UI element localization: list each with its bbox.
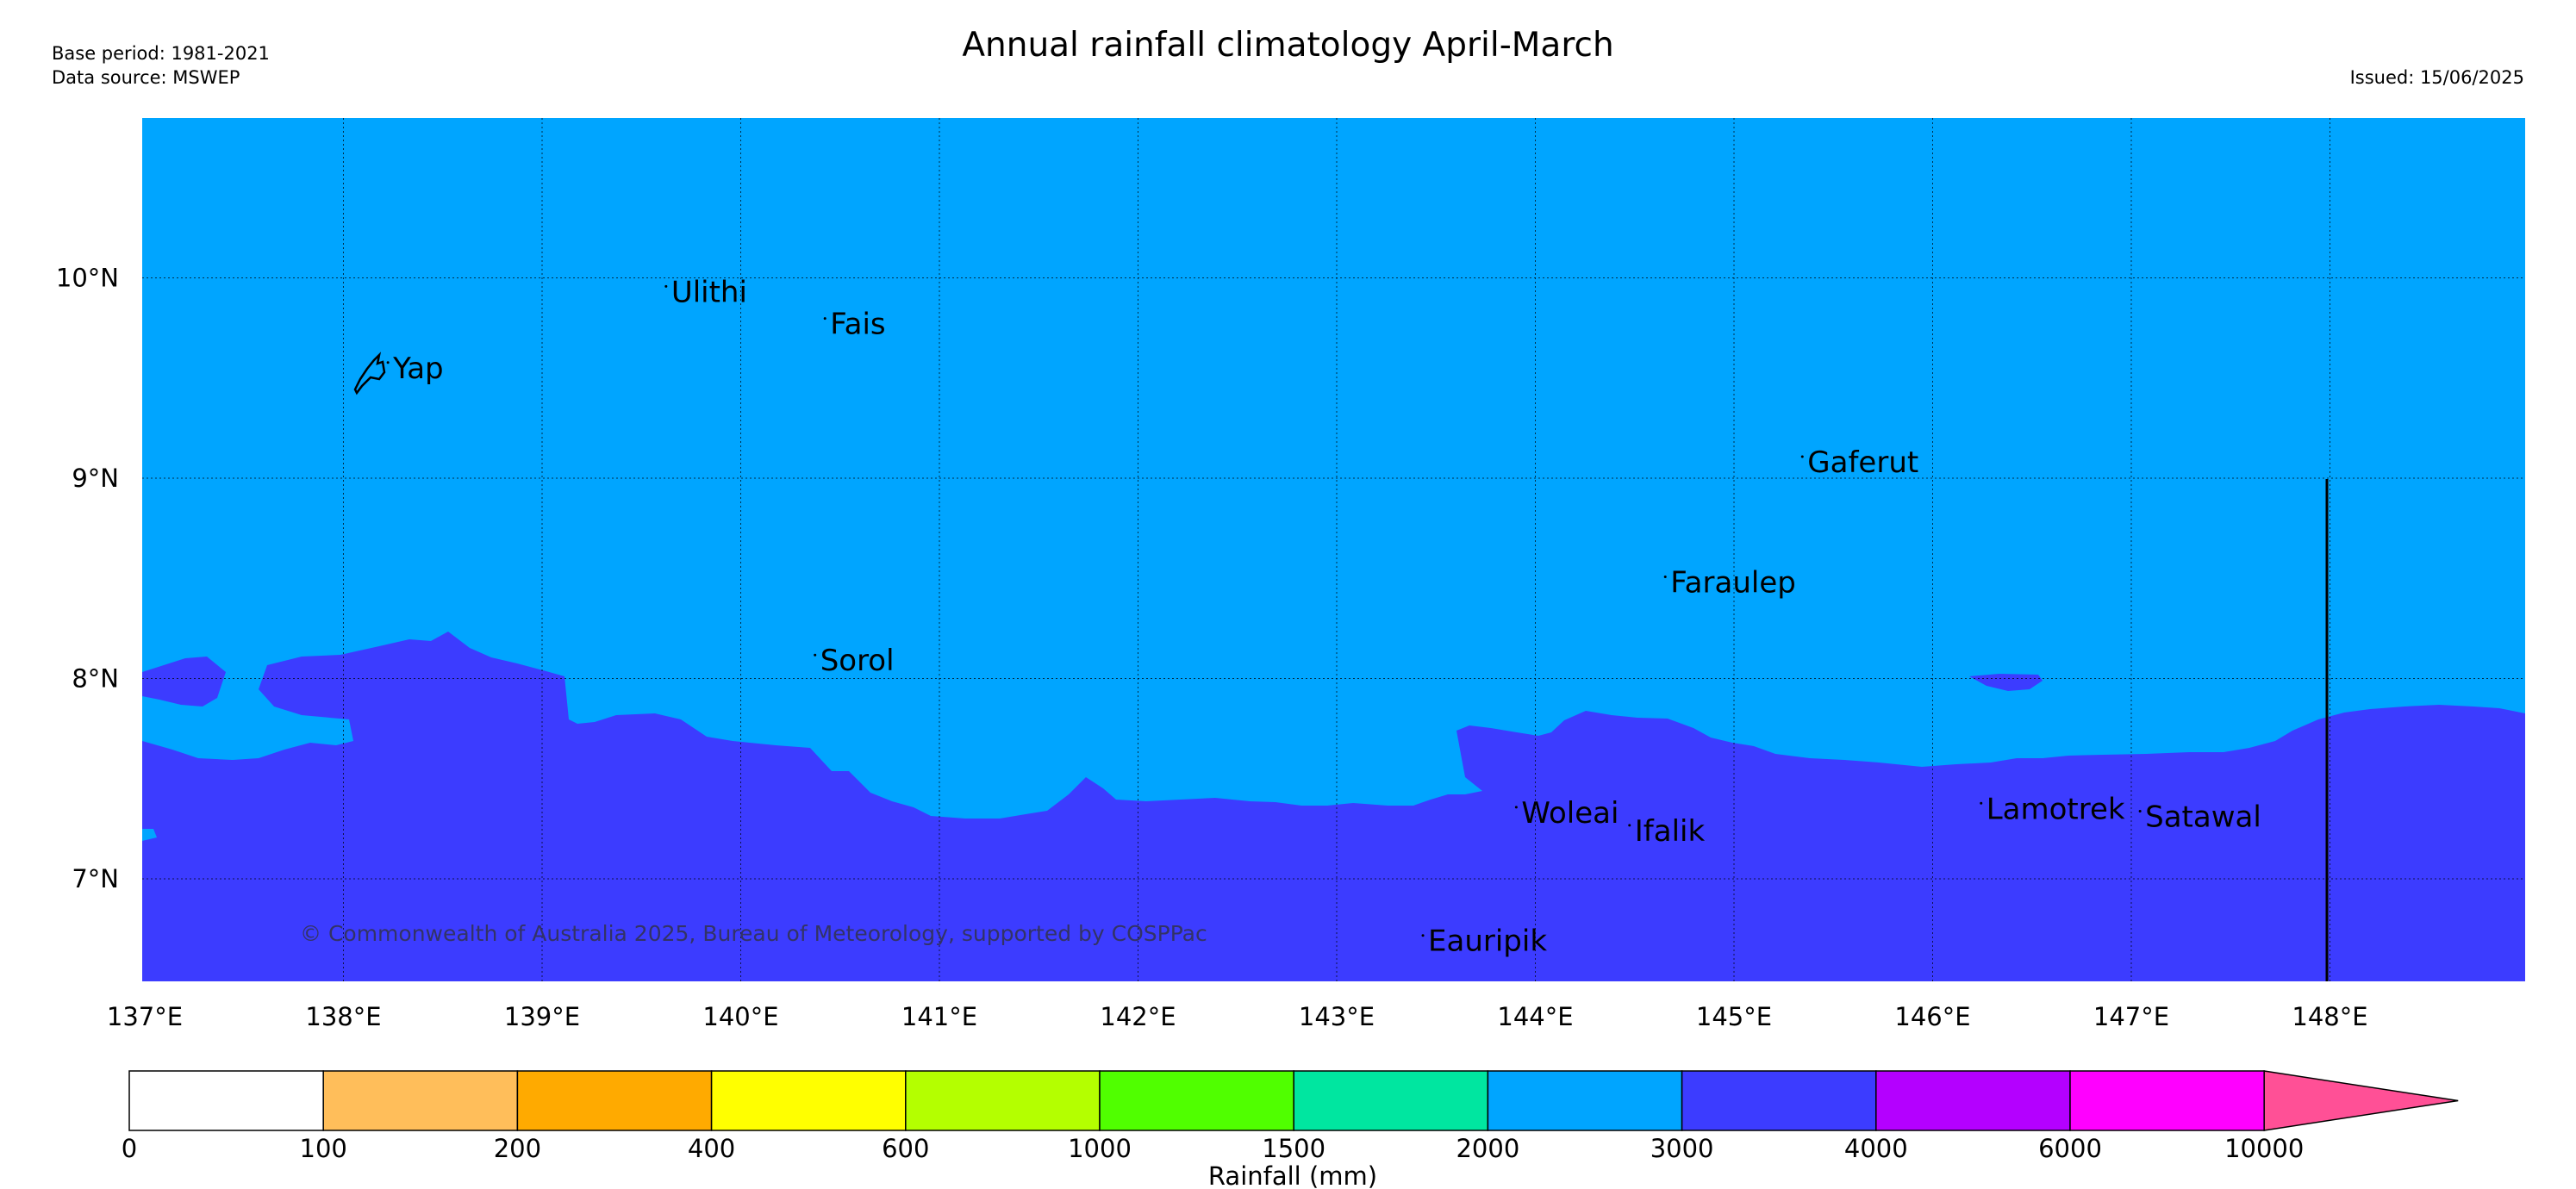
colorbar-tick-label: 6000: [2038, 1134, 2102, 1163]
yap-island-outline: [353, 352, 386, 395]
lon-tick-label: 144°E: [1497, 1002, 1573, 1031]
place-marker: [1800, 455, 1804, 458]
colorbar-tick-label: 1000: [1068, 1134, 1132, 1163]
place-marker: [1421, 934, 1425, 937]
colorbar-tick-label: 2000: [1456, 1134, 1519, 1163]
place-label: Eauripik: [1428, 924, 1547, 959]
colorbar-label: Rainfall (mm): [1208, 1161, 1377, 1189]
lon-tick-label: 146°E: [1894, 1002, 1970, 1031]
colorbar-segment: [322, 1070, 519, 1131]
longitude-axis: 137°E 138°E 139°E 140°E 141°E 142°E 143°E 144°E…: [107, 1002, 2368, 1031]
colorbar-tick-label: 0: [122, 1134, 137, 1163]
colorbar-tick-label: 1500: [1262, 1134, 1325, 1163]
place-label: Woleai: [1521, 796, 1619, 831]
lon-tick-label: 142°E: [1100, 1002, 1176, 1031]
latitude-axis: 7°N 8°N 9°N 10°N: [56, 264, 119, 894]
lat-tick-label: 7°N: [72, 864, 119, 893]
data-source-text: Data source: MSWEP: [52, 67, 240, 88]
colorbar-tick-label: 200: [494, 1134, 541, 1163]
issued-date: Issued: 15/06/2025: [2349, 67, 2524, 88]
colorbar-segment: [2069, 1070, 2265, 1131]
rainfall-region-3000-4000: [142, 632, 2525, 981]
place-label: Satawal: [2145, 800, 2261, 835]
colorbar-tick-label: 100: [300, 1134, 347, 1163]
place-marker: [2138, 810, 2142, 813]
place-marker: [386, 361, 390, 364]
map-title: Annual rainfall climatology April-March: [962, 26, 1614, 65]
place-label: Lamotrek: [1987, 792, 2125, 826]
lon-tick-label: 145°E: [1696, 1002, 1772, 1031]
map-metadata: Base period: 1981-2021 Data source: MSWE…: [52, 41, 270, 90]
place-marker: [1514, 806, 1518, 809]
place-label: Yap: [392, 352, 444, 386]
rainfall-colorbar: 0 100 200 400 600 1000 1500 2000 3000 4000 6000 100…: [122, 1070, 2459, 1163]
colorbar-segment: [905, 1070, 1101, 1131]
lon-tick-label: 140°E: [702, 1002, 778, 1031]
colorbar-segment: [1875, 1070, 2071, 1131]
colorbar-extension-triangle: [2263, 1070, 2459, 1131]
colorbar-segment: [128, 1070, 324, 1131]
place-label: Ifalik: [1635, 814, 1706, 849]
colorbar-segment: [1487, 1070, 1683, 1131]
lon-tick-label: 138°E: [305, 1002, 381, 1031]
lat-tick-label: 10°N: [56, 264, 119, 293]
lon-tick-label: 137°E: [107, 1002, 183, 1031]
map-gridlines: [142, 118, 2525, 981]
lon-tick-label: 139°E: [504, 1002, 580, 1031]
colorbar-tick-label: 10000: [2224, 1134, 2304, 1163]
colorbar-segment: [516, 1070, 713, 1131]
place-label: Ulithi: [671, 275, 747, 309]
colorbar-segment: [1681, 1070, 1877, 1131]
lat-tick-label: 9°N: [72, 464, 119, 493]
colorbar-segment: [1099, 1070, 1294, 1131]
place-labels: Yap Ulithi Fais Gaferut Faraulep Sorol Woleai I…: [386, 275, 2261, 959]
place-marker: [1628, 824, 1631, 827]
lat-tick-label: 8°N: [72, 664, 119, 694]
place-marker: [823, 317, 826, 321]
place-marker: [1980, 801, 1983, 805]
colorbar-tick-label: 600: [882, 1134, 929, 1163]
place-label: Faraulep: [1670, 566, 1796, 601]
place-label: Sorol: [820, 644, 895, 678]
lon-tick-label: 148°E: [2292, 1002, 2367, 1031]
place-marker: [814, 653, 817, 657]
lon-tick-label: 147°E: [2093, 1002, 2169, 1031]
place-marker: [664, 284, 668, 288]
rainfall-region-2000-3000-patch: [142, 829, 157, 841]
colorbar-segment: [710, 1070, 907, 1131]
place-label: Gaferut: [1807, 445, 1918, 480]
place-label: Fais: [830, 308, 885, 342]
colorbar-tick-label: 4000: [1844, 1134, 1908, 1163]
place-marker: [1663, 576, 1667, 579]
colorbar-tick-label: 3000: [1650, 1134, 1714, 1163]
lon-tick-label: 141°E: [901, 1002, 977, 1031]
lon-tick-label: 143°E: [1299, 1002, 1375, 1031]
colorbar-tick-label: 400: [688, 1134, 735, 1163]
colorbar-segment: [1293, 1070, 1489, 1131]
copyright-credit: © Commonwealth of Australia 2025, Bureau…: [300, 921, 1207, 946]
base-period-text: Base period: 1981-2021: [52, 43, 270, 64]
